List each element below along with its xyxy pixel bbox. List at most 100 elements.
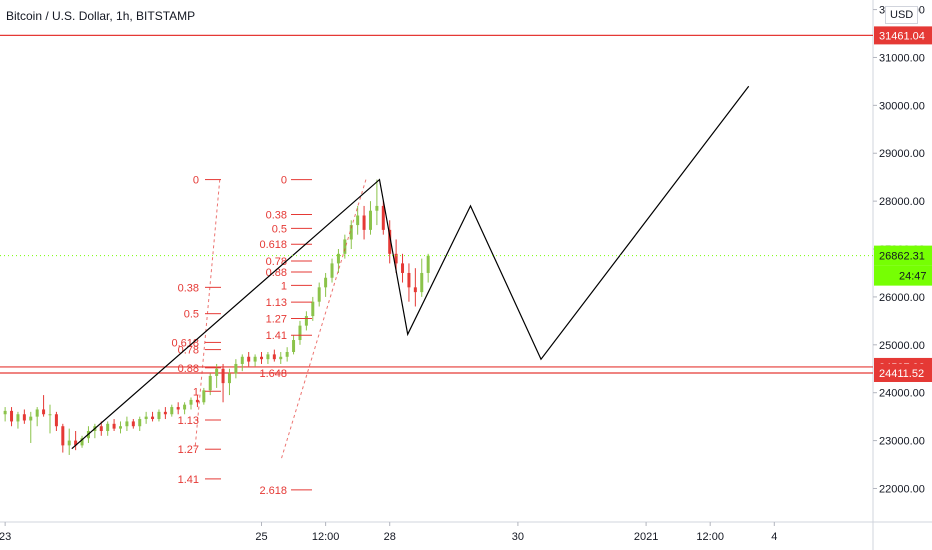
candle-body: [343, 239, 347, 254]
time-tick-label: 2021: [634, 531, 658, 543]
candle-body: [119, 426, 123, 429]
price-tick-label: 30000.00: [879, 100, 925, 112]
candle-body: [388, 229, 392, 254]
candle-body: [202, 390, 206, 403]
candle-body: [279, 356, 283, 360]
fib-left-level-label: 1.27: [178, 444, 199, 456]
time-tick-label: 4: [771, 531, 777, 543]
candle-body: [16, 414, 20, 422]
candle-body: [420, 272, 424, 293]
candle-body: [304, 316, 308, 326]
time-tick-label: 23: [0, 531, 11, 543]
fibonacci-drawings[interactable]: 00.380.50.6180.780.8811.131.271.4100.380…: [171, 175, 367, 497]
candle-body: [144, 416, 148, 420]
candle-body: [170, 407, 174, 415]
candle-body: [362, 215, 366, 230]
price-tick-label: 25000.00: [879, 340, 925, 352]
candle-body: [80, 438, 84, 446]
candle-body: [183, 404, 187, 410]
level-price-tag[interactable]: [874, 363, 932, 382]
projection-polyline[interactable]: [71, 85, 750, 450]
candle-body: [131, 421, 135, 427]
fib-left-level-label: 1: [193, 386, 199, 398]
candle-body: [260, 356, 264, 360]
candle-body: [157, 411, 161, 420]
level-price-tag[interactable]: [874, 26, 932, 45]
horizontal-levels[interactable]: [0, 34, 873, 374]
candle-body: [401, 263, 405, 273]
candle-body: [48, 414, 52, 416]
candle-body: [163, 411, 167, 415]
fib-left-level-label: 0: [193, 175, 199, 187]
candle-body: [195, 399, 199, 403]
fib-right-level-label: 0.88: [266, 267, 287, 279]
candle-body: [176, 407, 180, 410]
candle-body: [208, 375, 212, 391]
candle-body: [106, 423, 110, 432]
candle-body: [151, 416, 155, 420]
fib-left-level-label: 0.88: [178, 363, 199, 375]
currency-badge[interactable]: USD: [885, 6, 919, 24]
time-tick-label: 28: [384, 531, 396, 543]
candle-body: [298, 325, 302, 341]
fib-right-level-label: 1.648: [259, 368, 287, 380]
price-tick-label: 23000.00: [879, 436, 925, 448]
candle-body: [272, 354, 276, 360]
chart-title: Bitcoin / U.S. Dollar, 1h, BITSTAMP: [6, 9, 196, 23]
candle-body: [285, 351, 289, 357]
candle-body: [375, 205, 379, 211]
current-price-tag[interactable]: [874, 245, 932, 266]
candle-body: [74, 440, 78, 446]
price-tick-label: 26000.00: [879, 292, 925, 304]
candle-body: [42, 409, 46, 415]
candle-body: [35, 409, 39, 417]
candle-body: [394, 253, 398, 264]
fib-right-level-label: 1.27: [266, 313, 287, 325]
candle-body: [3, 410, 7, 415]
projection-path[interactable]: [71, 85, 750, 450]
price-tick-label: 28000.00: [879, 196, 925, 208]
candle-body: [61, 426, 65, 446]
price-axis[interactable]: 32000.0031000.0030000.0029000.0028000.00…: [0, 5, 932, 496]
fib-right-trend-connector: [280, 179, 367, 461]
current-price-label: 26862.31: [879, 251, 925, 263]
fib-left-level-label: 1.13: [178, 415, 199, 427]
candle-body: [189, 399, 193, 405]
candle-body: [227, 373, 231, 384]
candle-body: [99, 426, 103, 432]
fib-left-level-label: 0.78: [178, 345, 199, 357]
candle-body: [29, 416, 33, 421]
candle-body: [407, 272, 411, 288]
candle-body: [54, 414, 58, 427]
countdown-label: 24:47: [899, 271, 927, 283]
candle-body: [426, 255, 430, 273]
fib-right-level-label: 0.618: [259, 239, 287, 251]
fib-right-level-label: 1.41: [266, 330, 287, 342]
fib-right-level-label: 1: [281, 280, 287, 292]
time-tick-label: 12:00: [696, 531, 724, 543]
candle-body: [215, 368, 219, 376]
time-tick-label: 12:00: [312, 531, 340, 543]
candle-body: [266, 354, 270, 360]
candle-body: [253, 356, 257, 362]
candle-body: [22, 414, 26, 421]
candle-body: [324, 277, 328, 288]
candlestick-series: [3, 179, 430, 455]
fib-left-level-label: 0.5: [184, 309, 199, 321]
candle-body: [349, 225, 353, 240]
candle-body: [125, 421, 129, 427]
candle-body: [336, 253, 340, 264]
fib-left-level-label: 1.41: [178, 474, 199, 486]
fib-left-level-label: 0.618: [171, 337, 199, 349]
candle-body: [311, 301, 315, 317]
candle-body: [138, 419, 142, 427]
candle-body: [317, 287, 321, 302]
fib-right-level-label: 0.5: [272, 223, 287, 235]
candle-body: [112, 423, 116, 429]
time-axis[interactable]: 23 25 12:00 28 30 2021 12:00 4: [0, 522, 777, 543]
candle-body: [413, 287, 417, 293]
candle-body: [381, 205, 385, 230]
time-tick-label: 25: [255, 531, 267, 543]
